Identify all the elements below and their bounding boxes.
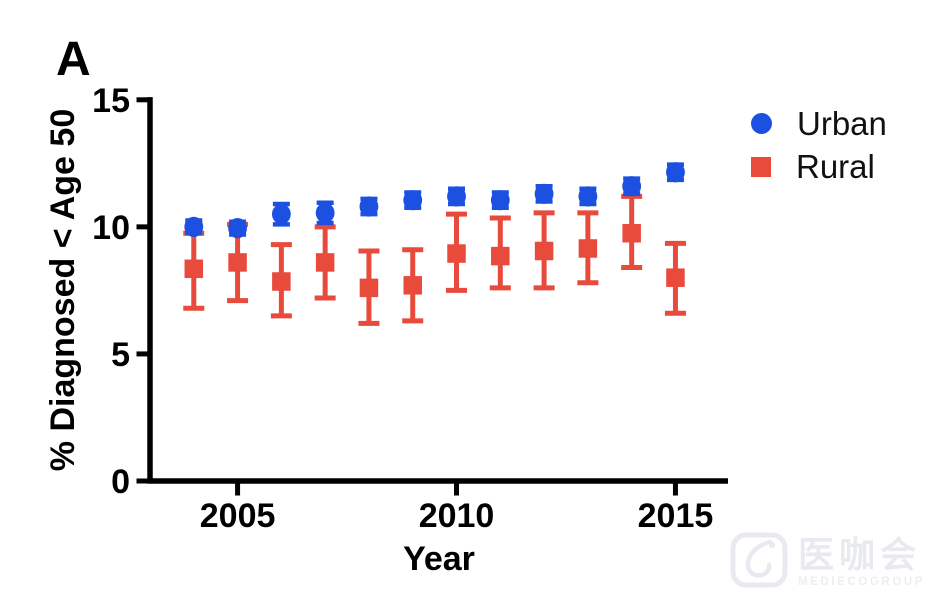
rural-square-icon: [751, 156, 771, 177]
rural-point: [315, 253, 335, 272]
urban-point: [490, 190, 510, 211]
watermark-text: 医咖会 MEDIECOGROUP: [798, 531, 925, 589]
urban-circle-icon: [751, 113, 772, 134]
legend-item-rural: Rural: [751, 150, 887, 183]
y-axis-title: % Diagnosed < Age 50: [44, 109, 82, 471]
y-tick-label: 0: [111, 463, 130, 501]
urban-point: [184, 216, 204, 237]
y-tick-label: 10: [92, 209, 130, 247]
rural-point: [272, 272, 291, 291]
panel-label: A: [56, 33, 91, 86]
legend-label-rural: Rural: [796, 148, 875, 185]
y-tick-label: 5: [111, 336, 130, 374]
x-axis-title: Year: [403, 540, 475, 578]
x-tick-label: 2005: [200, 497, 276, 535]
rural-point: [359, 278, 379, 298]
legend-label-urban: Urban: [797, 105, 887, 142]
x-tick-label: 2010: [419, 497, 495, 535]
x-tick-label: 2015: [638, 497, 714, 535]
urban-point: [622, 176, 642, 197]
rural-point: [228, 253, 247, 272]
legend-item-urban: Urban: [751, 107, 887, 140]
rural-point: [491, 246, 510, 266]
urban-point: [315, 202, 335, 223]
urban-point: [534, 183, 554, 204]
y-tick-label: 15: [92, 82, 130, 120]
rural-point: [447, 244, 466, 263]
rural-point: [534, 241, 554, 261]
rural-point: [184, 259, 204, 279]
urban-point: [666, 162, 685, 183]
rural-point: [578, 239, 598, 258]
rural-point: [622, 223, 641, 243]
urban-point: [447, 186, 466, 207]
urban-point: [271, 204, 291, 225]
rural-point: [666, 268, 685, 287]
watermark: 医咖会 MEDIECOGROUP: [729, 531, 925, 589]
urban-point: [578, 186, 598, 207]
legend: Urban Rural: [751, 107, 887, 183]
watermark-latin-text: MEDIECOGROUP: [798, 576, 926, 588]
watermark-cjk-text: 医咖会: [798, 534, 922, 575]
urban-point: [228, 218, 247, 239]
urban-point: [403, 190, 423, 211]
rural-point: [403, 276, 422, 295]
urban-point: [359, 196, 379, 217]
rounded-square-sparkle-icon: [730, 532, 788, 588]
